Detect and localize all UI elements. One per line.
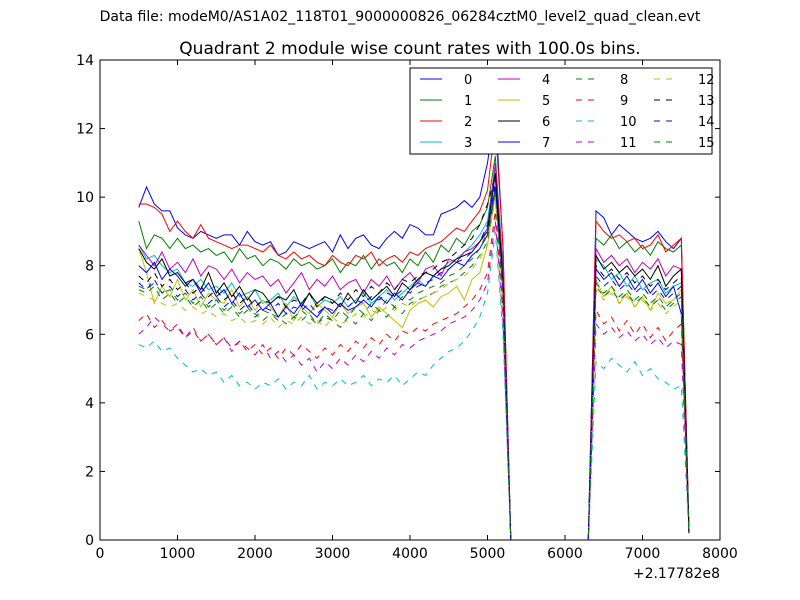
legend-label-15: 15 — [698, 136, 715, 151]
series-line-14 — [138, 183, 690, 541]
legend-label-2: 2 — [464, 115, 472, 130]
legend-label-1: 1 — [464, 94, 472, 109]
x-tick-label: 4000 — [392, 546, 428, 562]
y-tick-label: 14 — [76, 53, 94, 69]
legend-label-9: 9 — [620, 94, 628, 109]
y-tick-label: 0 — [85, 533, 94, 549]
series-line-7 — [138, 186, 690, 541]
figure-suptitle: Data file: modeM0/AS1A02_118T01_90000008… — [99, 9, 701, 25]
x-tick-label: 0 — [96, 546, 105, 562]
series-line-5 — [138, 193, 690, 541]
axes-layer: 0 1000 2000 3000 4000 5000 6000 7000 80000246810… — [76, 53, 738, 582]
series-line-2 — [138, 125, 690, 541]
legend-label-6: 6 — [542, 115, 550, 130]
x-tick-label: 1000 — [160, 546, 196, 562]
y-tick-label: 2 — [85, 464, 94, 480]
legend-label-11: 11 — [620, 136, 637, 151]
y-tick-label: 4 — [85, 396, 94, 412]
series-line-1 — [138, 155, 690, 541]
chart-title: Quadrant 2 module wise count rates with … — [179, 39, 640, 59]
legend-label-5: 5 — [542, 94, 550, 109]
legend-label-12: 12 — [698, 73, 715, 88]
series-layer — [138, 107, 690, 541]
y-tick-label: 10 — [76, 190, 94, 206]
x-tick-label: 2000 — [237, 546, 273, 562]
x-tick-label: 5000 — [470, 546, 506, 562]
legend-label-4: 4 — [542, 73, 550, 88]
legend-label-8: 8 — [620, 73, 628, 88]
series-line-12 — [138, 197, 690, 541]
y-tick-label: 8 — [85, 259, 94, 275]
series-line-8 — [138, 190, 690, 541]
x-tick-label: 7000 — [625, 546, 661, 562]
series-line-6 — [138, 173, 690, 541]
series-line-13 — [138, 176, 690, 541]
legend-label-10: 10 — [620, 115, 637, 130]
series-line-4 — [138, 162, 690, 541]
series-line-10 — [138, 231, 690, 541]
series-line-3 — [138, 166, 690, 541]
legend-label-7: 7 — [542, 136, 550, 151]
series-line-9 — [138, 210, 690, 541]
x-offset-label: +2.17782e8 — [633, 566, 720, 582]
y-tick-label: 6 — [85, 327, 94, 343]
legend-label-3: 3 — [464, 136, 472, 151]
y-tick-label: 12 — [76, 122, 94, 138]
legend-label-0: 0 — [464, 73, 472, 88]
x-tick-label: 3000 — [315, 546, 351, 562]
legend-box — [409, 67, 713, 155]
legend-label-13: 13 — [698, 94, 715, 109]
x-tick-label: 8000 — [702, 546, 738, 562]
legend-label-14: 14 — [698, 115, 715, 130]
x-tick-label: 6000 — [547, 546, 583, 562]
series-line-11 — [138, 221, 690, 541]
series-line-0 — [138, 107, 690, 541]
